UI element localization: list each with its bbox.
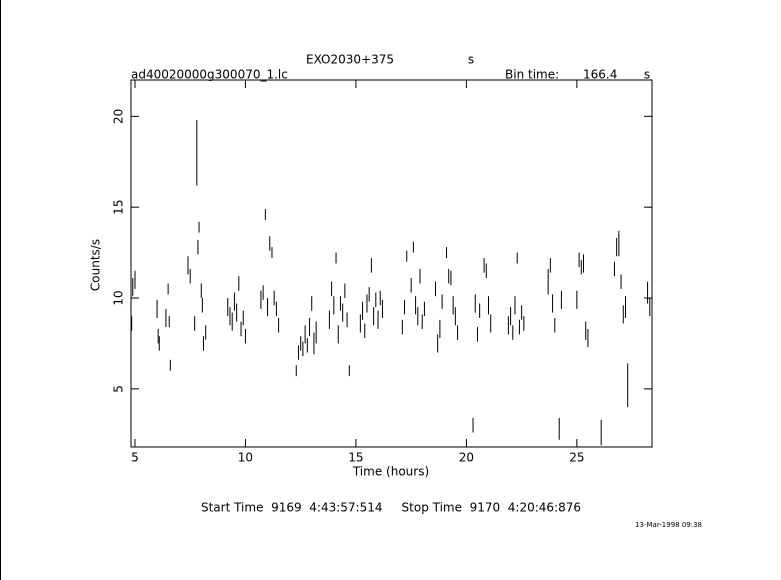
y-tick-label: 20: [112, 109, 126, 124]
bin-time-label: Bin time:: [505, 68, 559, 82]
y-tick-label: 15: [112, 200, 126, 215]
y-tick-label: 10: [112, 290, 126, 305]
bin-time-unit: s: [644, 68, 650, 82]
y-axis-label: Counts/s: [89, 239, 103, 291]
x-tick-label: 25: [569, 451, 584, 465]
chart-title: EXO2030+375: [306, 53, 394, 67]
bin-time: 166.4: [583, 68, 617, 82]
x-tick-label: 20: [459, 451, 474, 465]
y-tick-label: 5: [112, 385, 126, 393]
x-tick-label: 10: [238, 451, 253, 465]
plot-frame: [130, 79, 653, 448]
x-axis-label: Time (hours): [352, 465, 429, 479]
title-unit: s: [468, 53, 474, 67]
file-name: ad40020000g300070_1.lc: [131, 68, 288, 82]
date: 13-Mar-1998 09:38: [635, 521, 702, 529]
x-tick-label: 15: [348, 451, 363, 465]
start-stop-time: Start Time 9169 4:43:57:514 Stop Time 91…: [201, 501, 581, 515]
x-tick-label: 5: [131, 451, 139, 465]
